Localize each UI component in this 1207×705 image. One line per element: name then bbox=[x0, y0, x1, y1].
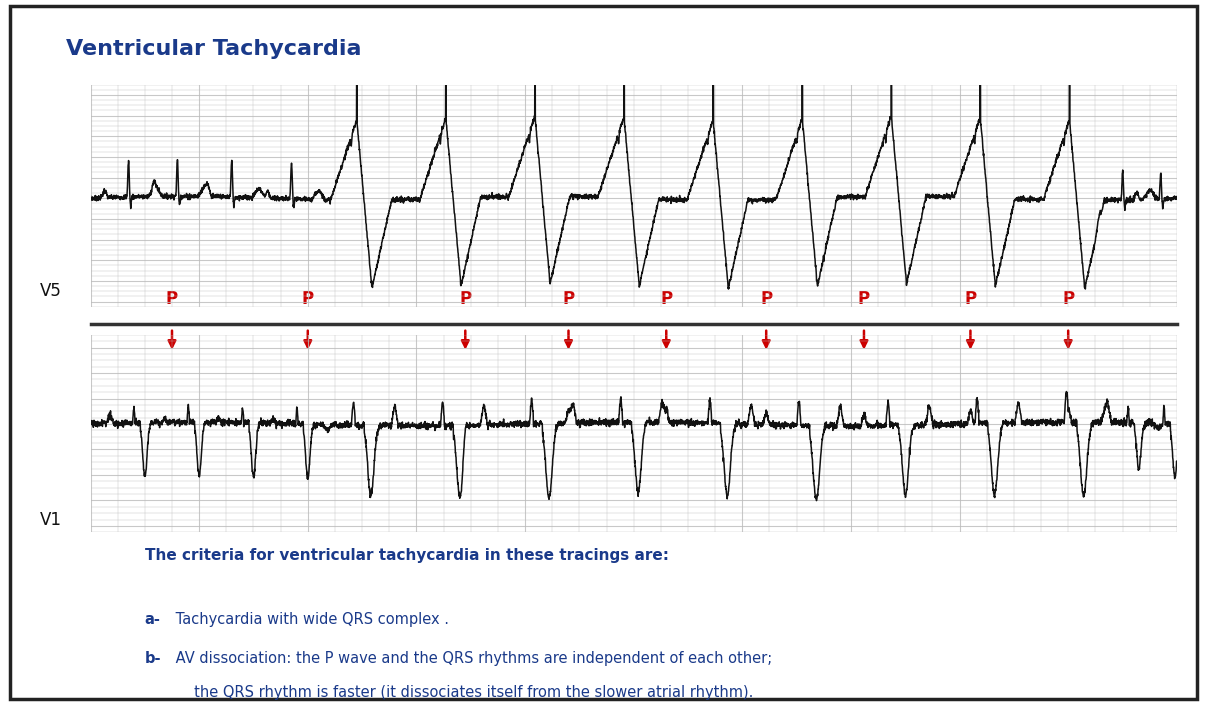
Text: P: P bbox=[1062, 290, 1074, 308]
Text: P: P bbox=[165, 290, 179, 308]
Text: P: P bbox=[660, 290, 672, 308]
Text: a-: a- bbox=[145, 612, 161, 627]
Text: b-: b- bbox=[145, 651, 162, 666]
Text: P: P bbox=[964, 290, 976, 308]
Text: P: P bbox=[760, 290, 772, 308]
Text: P: P bbox=[302, 290, 314, 308]
Text: AV dissociation: the P wave and the QRS rhythms are independent of each other;: AV dissociation: the P wave and the QRS … bbox=[171, 651, 772, 666]
Text: P: P bbox=[459, 290, 472, 308]
FancyBboxPatch shape bbox=[10, 6, 1197, 699]
Text: the QRS rhythm is faster (it dissociates itself from the slower atrial rhythm).: the QRS rhythm is faster (it dissociates… bbox=[171, 685, 753, 699]
Text: V1: V1 bbox=[40, 510, 62, 529]
Text: Ventricular Tachycardia: Ventricular Tachycardia bbox=[66, 39, 362, 59]
Text: P: P bbox=[858, 290, 870, 308]
Text: Tachycardia with wide QRS complex .: Tachycardia with wide QRS complex . bbox=[171, 612, 449, 627]
Text: P: P bbox=[562, 290, 575, 308]
Text: V5: V5 bbox=[40, 281, 62, 300]
Text: The criteria for ventricular tachycardia in these tracings are:: The criteria for ventricular tachycardia… bbox=[145, 548, 669, 563]
